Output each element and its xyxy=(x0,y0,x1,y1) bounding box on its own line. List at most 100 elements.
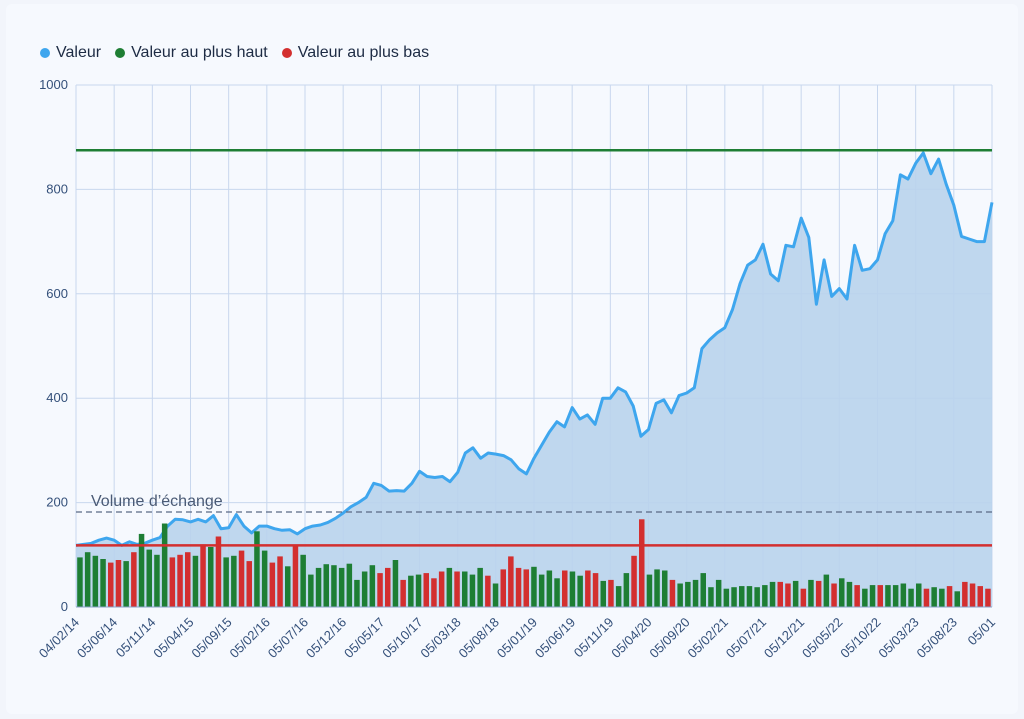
volume-bar xyxy=(577,575,583,607)
volume-bar xyxy=(185,552,191,607)
volume-bar xyxy=(769,581,776,607)
x-tick-label: 05/02/16 xyxy=(227,615,273,661)
volume-bar xyxy=(623,573,630,607)
volume-bar xyxy=(415,574,422,607)
legend-item-plus-haut[interactable]: Valeur au plus haut xyxy=(115,44,268,62)
x-tick-label: 05/07/21 xyxy=(723,615,769,661)
x-tick-label: 05/09/20 xyxy=(646,615,692,661)
x-tick-label: 05/09/15 xyxy=(188,615,234,661)
volume-bar xyxy=(715,579,722,607)
legend-label-plus-bas: Valeur au plus bas xyxy=(297,44,430,61)
volume-bar xyxy=(392,560,399,607)
volume-bar xyxy=(808,579,814,607)
volume-bar xyxy=(962,581,968,607)
x-tick-label: 05/08/23 xyxy=(914,615,960,661)
volume-bar xyxy=(592,573,599,607)
volume-bar xyxy=(315,567,322,607)
volume-bar xyxy=(77,557,83,607)
volume-bar xyxy=(200,544,206,607)
legend-item-valeur[interactable]: Valeur xyxy=(40,44,101,62)
volume-bar xyxy=(177,554,183,607)
volume-bar xyxy=(292,545,299,607)
volume-bar xyxy=(654,569,660,607)
volume-bar xyxy=(954,591,960,607)
x-tick-label: 05/10/17 xyxy=(379,615,425,661)
volume-bar xyxy=(154,554,160,607)
volume-bar xyxy=(708,587,714,607)
volume-bar xyxy=(192,555,199,607)
volume-bar xyxy=(646,574,653,607)
volume-bar xyxy=(469,574,476,607)
y-tick-label: 200 xyxy=(46,495,68,510)
volume-bar xyxy=(508,556,514,607)
volume-bar xyxy=(431,578,437,607)
volume-bar xyxy=(839,578,845,607)
x-tick-label: 05/04/20 xyxy=(608,615,654,661)
volume-bar xyxy=(100,559,106,607)
volume-bar xyxy=(462,571,468,607)
volume-bar xyxy=(569,571,576,607)
volume-bar xyxy=(485,575,491,607)
x-tick-label: 04/02/14 xyxy=(36,615,82,661)
volume-bar xyxy=(308,574,314,607)
y-tick-label: 0 xyxy=(61,599,68,614)
volume-bar xyxy=(423,573,429,607)
x-tick-label: 05/04/15 xyxy=(150,615,196,661)
x-tick-label: 05/03/23 xyxy=(875,615,921,661)
volume-bar xyxy=(885,585,891,607)
legend-dot-plus-haut xyxy=(115,48,126,58)
volume-bar xyxy=(492,583,499,607)
x-tick-label: 05/02/21 xyxy=(685,615,731,661)
volume-bar xyxy=(923,588,930,607)
volume-bar xyxy=(785,583,791,607)
volume-bar xyxy=(346,563,353,607)
volume-bar xyxy=(400,579,406,607)
volume-bar xyxy=(754,587,760,607)
volume-bar xyxy=(438,571,445,607)
y-tick-label: 600 xyxy=(46,286,68,301)
volume-bar xyxy=(677,583,683,607)
volume-bar xyxy=(662,570,668,607)
volume-bar xyxy=(215,536,222,607)
volume-bar xyxy=(92,555,99,607)
volume-bar xyxy=(169,557,176,607)
volume-bar xyxy=(123,561,129,607)
volume-bar xyxy=(138,533,145,607)
volume-bar xyxy=(146,549,152,607)
x-tick-label: 05/06/19 xyxy=(532,615,578,661)
volume-label: Volume d’échange xyxy=(91,493,223,510)
volume-bar xyxy=(454,571,460,607)
volume-bar xyxy=(908,588,914,607)
volume-bar xyxy=(854,585,860,607)
legend-item-plus-bas[interactable]: Valeur au plus bas xyxy=(281,44,430,62)
volume-bar xyxy=(546,570,553,607)
volume-bar xyxy=(685,581,691,607)
volume-bar xyxy=(916,583,922,607)
volume-bar xyxy=(615,586,622,607)
volume-bar xyxy=(538,574,545,607)
volume-bar xyxy=(723,588,730,607)
volume-bar xyxy=(777,581,783,607)
volume-bar xyxy=(892,585,899,607)
volume-bar xyxy=(131,552,137,607)
volume-bar xyxy=(669,579,676,607)
volume-bar xyxy=(877,585,883,607)
volume-bar xyxy=(377,573,383,607)
volume-bar xyxy=(515,567,522,607)
volume-bar xyxy=(477,567,483,607)
volume-bar xyxy=(639,519,645,607)
volume-bar xyxy=(300,554,306,607)
x-tick-label: 05/01/19 xyxy=(494,615,540,661)
y-tick-label: 800 xyxy=(46,181,68,196)
volume-bar xyxy=(700,573,706,607)
volume-bar xyxy=(792,580,799,607)
x-tick-label: 05/08/18 xyxy=(456,615,502,661)
y-tick-label: 400 xyxy=(46,390,68,405)
volume-bar xyxy=(946,586,953,607)
volume-bar xyxy=(500,569,506,607)
volume-bar xyxy=(762,585,768,607)
volume-bar xyxy=(969,583,976,607)
volume-bar xyxy=(985,588,991,607)
x-tick-label: 05/06/14 xyxy=(74,615,120,661)
